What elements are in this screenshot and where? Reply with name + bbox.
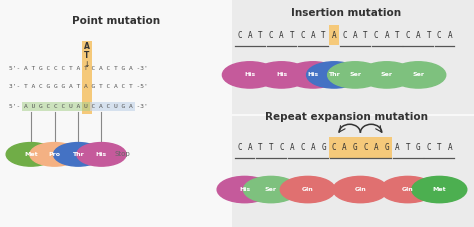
Text: C: C (342, 31, 347, 40)
Text: Gln: Gln (302, 187, 314, 192)
Text: Ser: Ser (265, 187, 277, 192)
Text: His: His (244, 72, 255, 77)
Text: A: A (395, 143, 400, 152)
Text: His: His (239, 187, 250, 192)
Text: T: T (364, 31, 368, 40)
Text: G: G (416, 143, 420, 152)
Text: T: T (437, 143, 442, 152)
Text: C: C (269, 31, 273, 40)
Text: A: A (332, 31, 337, 40)
Circle shape (54, 143, 103, 166)
Text: C: C (300, 31, 305, 40)
Text: T: T (290, 31, 294, 40)
FancyBboxPatch shape (90, 102, 135, 111)
Text: A: A (84, 42, 90, 51)
Text: A: A (447, 143, 452, 152)
Text: G: G (353, 143, 357, 152)
Text: 5'- A U G C C C U A U C A C U G A -3': 5'- A U G C C C U A U C A C U G A -3' (9, 104, 148, 109)
Text: C: C (405, 31, 410, 40)
Circle shape (412, 176, 467, 203)
Text: C: C (237, 143, 242, 152)
Text: T: T (258, 31, 263, 40)
Text: A: A (247, 31, 252, 40)
Text: Met: Met (24, 152, 37, 157)
FancyBboxPatch shape (22, 102, 90, 111)
Text: A: A (416, 31, 420, 40)
Text: T: T (395, 31, 400, 40)
Circle shape (77, 143, 126, 166)
FancyBboxPatch shape (82, 41, 92, 114)
Text: 5'- A T G C C C T A T C A C T G A -3': 5'- A T G C C C T A T C A C T G A -3' (9, 66, 148, 71)
Text: C: C (364, 143, 368, 152)
Text: Repeat expansion mutation: Repeat expansion mutation (264, 112, 428, 122)
Text: T: T (84, 51, 90, 60)
Text: C: C (237, 31, 242, 40)
Text: A: A (247, 143, 252, 152)
Text: His: His (96, 152, 107, 157)
FancyBboxPatch shape (232, 116, 474, 227)
Text: C: C (437, 31, 442, 40)
Text: T: T (405, 143, 410, 152)
Text: Pro: Pro (48, 152, 61, 157)
Text: Ser: Ser (349, 72, 361, 77)
Circle shape (380, 176, 435, 203)
Text: Met: Met (432, 187, 446, 192)
Text: Ser: Ser (412, 72, 424, 77)
Text: T: T (258, 143, 263, 152)
Text: T: T (321, 31, 326, 40)
Text: A: A (311, 31, 315, 40)
Circle shape (307, 62, 362, 88)
Text: Thr: Thr (73, 152, 84, 157)
Text: A: A (384, 31, 389, 40)
Circle shape (285, 62, 340, 88)
FancyBboxPatch shape (232, 0, 474, 114)
Text: A: A (290, 143, 294, 152)
Circle shape (217, 176, 272, 203)
Circle shape (328, 62, 383, 88)
Text: Insertion mutation: Insertion mutation (291, 8, 401, 18)
Circle shape (333, 176, 388, 203)
Text: T: T (427, 31, 431, 40)
Circle shape (6, 143, 55, 166)
Text: A: A (311, 143, 315, 152)
Circle shape (359, 62, 414, 88)
Text: C: C (300, 143, 305, 152)
Circle shape (244, 176, 299, 203)
Text: Stop: Stop (114, 151, 130, 157)
FancyBboxPatch shape (329, 25, 339, 45)
Text: ↓: ↓ (83, 60, 90, 69)
Text: Point mutation: Point mutation (72, 16, 160, 26)
Circle shape (254, 62, 309, 88)
Text: His: His (308, 72, 319, 77)
FancyBboxPatch shape (329, 137, 392, 158)
Circle shape (30, 143, 79, 166)
Text: His: His (276, 72, 287, 77)
Text: C: C (332, 143, 337, 152)
Text: G: G (321, 143, 326, 152)
Circle shape (222, 62, 277, 88)
Text: T: T (269, 143, 273, 152)
Text: Gln: Gln (355, 187, 366, 192)
Circle shape (280, 176, 335, 203)
Text: A: A (447, 31, 452, 40)
Text: 3'- T A C G G G A T A G T C A C T -5': 3'- T A C G G G A T A G T C A C T -5' (9, 84, 148, 89)
Text: A: A (353, 31, 357, 40)
Text: A: A (342, 143, 347, 152)
Circle shape (391, 62, 446, 88)
Text: C: C (374, 31, 378, 40)
Text: Ser: Ser (381, 72, 392, 77)
Text: Gln: Gln (402, 187, 414, 192)
Text: A: A (279, 31, 284, 40)
Text: A: A (374, 143, 378, 152)
Text: C: C (279, 143, 284, 152)
Text: G: G (384, 143, 389, 152)
Text: C: C (427, 143, 431, 152)
Text: Thr: Thr (328, 72, 340, 77)
